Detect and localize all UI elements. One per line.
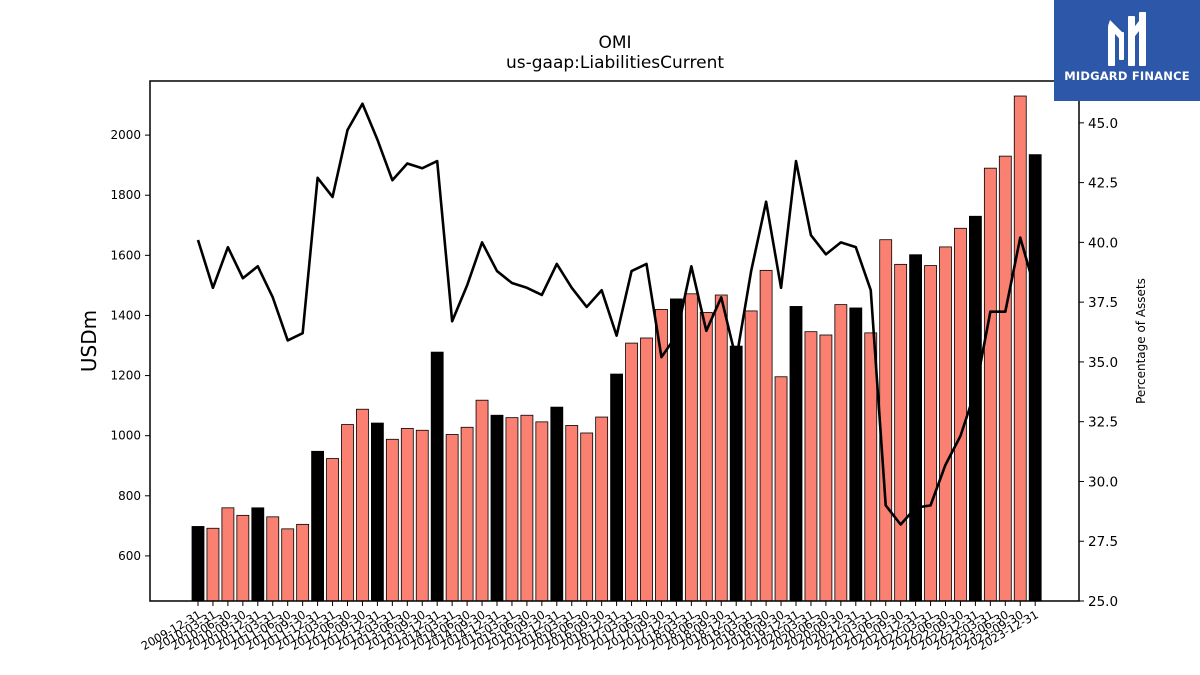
y2-tick-label: 37.5 [1088, 295, 1118, 311]
y-tick-label: 600 [118, 549, 141, 563]
y2-tick-label: 32.5 [1088, 415, 1118, 431]
bar [864, 332, 878, 602]
bar [954, 227, 967, 602]
bar [580, 432, 594, 602]
bar [699, 312, 713, 602]
bar [849, 307, 863, 602]
bar [221, 507, 235, 602]
y2-tick-label: 40.0 [1088, 235, 1118, 251]
midgard-finance-logo: MIDGARD FINANCE [1054, 0, 1200, 101]
bar [1013, 95, 1027, 602]
bar [789, 306, 803, 602]
bar [370, 422, 384, 602]
y-tick-label: 800 [118, 489, 141, 503]
y-tick-label: 1200 [110, 369, 141, 383]
bar [774, 376, 788, 602]
bar [939, 246, 952, 602]
bar [670, 298, 683, 602]
bar [714, 294, 728, 602]
y2-tick-label: 30.0 [1088, 474, 1118, 490]
bar [490, 414, 504, 602]
bar [610, 373, 623, 602]
y-tick-label: 1800 [110, 188, 141, 202]
bar [1028, 154, 1042, 602]
y2-tick-label: 35.0 [1088, 355, 1118, 371]
bar [550, 406, 564, 602]
bar [894, 263, 908, 602]
bar-series [191, 95, 1042, 602]
bar [251, 507, 265, 602]
bar [385, 438, 399, 602]
plot-frame [149, 80, 1080, 602]
y-axis-label: USDm [77, 310, 101, 372]
midgard-m-logo-icon [1108, 12, 1146, 66]
bar [595, 416, 609, 602]
bar [311, 450, 325, 602]
bar [640, 337, 653, 602]
bar [475, 399, 489, 602]
bar [281, 528, 295, 602]
y-axis-left: 600 800 1000 1200 1400 1600 1800 2000 [110, 128, 150, 563]
bar [460, 426, 474, 602]
bar [505, 417, 519, 602]
bar [356, 408, 369, 602]
y-tick-label: 1600 [110, 248, 141, 262]
bar [909, 254, 922, 602]
y2-tick-label: 45.0 [1088, 116, 1118, 132]
bar [819, 334, 833, 602]
y2-tick-label: 27.5 [1088, 534, 1118, 550]
bar [206, 527, 220, 602]
bar [430, 351, 444, 602]
bar [625, 342, 638, 602]
y2-axis-label: Percentage of Assets [1134, 278, 1148, 404]
bar [341, 424, 354, 602]
line-series [196, 102, 1037, 526]
bar [684, 293, 698, 602]
bar [565, 425, 579, 602]
bar [191, 526, 205, 602]
bar [445, 434, 459, 602]
bar [983, 167, 997, 602]
bar [924, 265, 937, 602]
bar [744, 310, 758, 602]
chart-title: OMI [598, 33, 631, 53]
bar [326, 458, 339, 602]
y-tick-label: 1400 [110, 308, 141, 322]
x-axis: 2009-12-312010-03-312010-06-302010-09-30… [139, 601, 1041, 653]
bar [804, 331, 818, 602]
bar [998, 155, 1012, 602]
logo-text: MIDGARD FINANCE [1064, 69, 1190, 83]
bar [729, 345, 743, 602]
bar [415, 429, 429, 602]
bar [400, 428, 414, 602]
bar [879, 239, 893, 602]
bar [969, 215, 982, 602]
y2-tick-label: 42.5 [1088, 176, 1118, 192]
bar [296, 523, 310, 602]
chart-subtitle: us-gaap:LiabilitiesCurrent [506, 53, 724, 73]
bar [520, 414, 534, 602]
bar [236, 514, 250, 602]
y-tick-label: 1000 [110, 429, 141, 443]
y-axis-right: 25.0 27.5 30.0 32.5 35.0 37.5 40.0 42.5 45.0 [1079, 116, 1118, 610]
bar [759, 269, 773, 602]
bar [535, 421, 549, 602]
y-tick-label: 2000 [110, 128, 141, 142]
y2-tick-label: 25.0 [1088, 594, 1118, 610]
bar [266, 516, 280, 602]
bar [834, 304, 848, 602]
